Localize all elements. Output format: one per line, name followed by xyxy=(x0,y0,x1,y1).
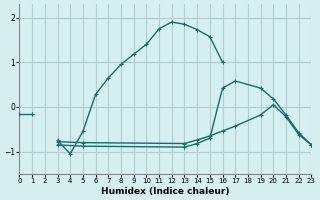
X-axis label: Humidex (Indice chaleur): Humidex (Indice chaleur) xyxy=(101,187,230,196)
